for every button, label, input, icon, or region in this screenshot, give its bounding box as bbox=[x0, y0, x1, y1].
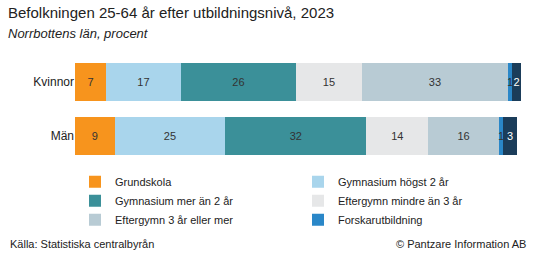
svg-text:© Pantzare Information AB: © Pantzare Information AB bbox=[396, 238, 526, 250]
svg-text:14: 14 bbox=[391, 130, 403, 142]
svg-text:1: 1 bbox=[507, 76, 513, 88]
svg-text:Eftergymn 3 år eller mer: Eftergymn 3 år eller mer bbox=[115, 214, 233, 226]
svg-text:Grundskola: Grundskola bbox=[115, 176, 172, 188]
svg-text:15: 15 bbox=[323, 76, 335, 88]
svg-text:9: 9 bbox=[92, 130, 98, 142]
svg-text:26: 26 bbox=[232, 76, 244, 88]
svg-text:33: 33 bbox=[429, 76, 441, 88]
svg-text:16: 16 bbox=[457, 130, 469, 142]
svg-text:Forskarutbildning: Forskarutbildning bbox=[338, 214, 422, 226]
svg-text:Källa: Statistiska centralbyrå: Källa: Statistiska centralbyrån bbox=[10, 238, 154, 250]
svg-text:7: 7 bbox=[87, 76, 93, 88]
svg-text:Kvinnor: Kvinnor bbox=[33, 75, 74, 89]
svg-text:Gymnasium högst 2 år: Gymnasium högst 2 år bbox=[338, 176, 449, 188]
svg-text:2: 2 bbox=[514, 76, 520, 88]
svg-text:17: 17 bbox=[137, 76, 149, 88]
svg-text:1: 1 bbox=[498, 130, 504, 142]
svg-text:3: 3 bbox=[507, 130, 513, 142]
svg-text:32: 32 bbox=[290, 130, 302, 142]
svg-text:Gymnasium mer än 2 år: Gymnasium mer än 2 år bbox=[115, 195, 233, 207]
svg-text:25: 25 bbox=[164, 130, 176, 142]
svg-text:Eftergymn mindre än 3 år: Eftergymn mindre än 3 år bbox=[338, 195, 462, 207]
svg-text:Befolkningen 25-64 år efter ut: Befolkningen 25-64 år efter utbildningsn… bbox=[8, 4, 334, 41]
svg-text:Män: Män bbox=[51, 129, 74, 143]
